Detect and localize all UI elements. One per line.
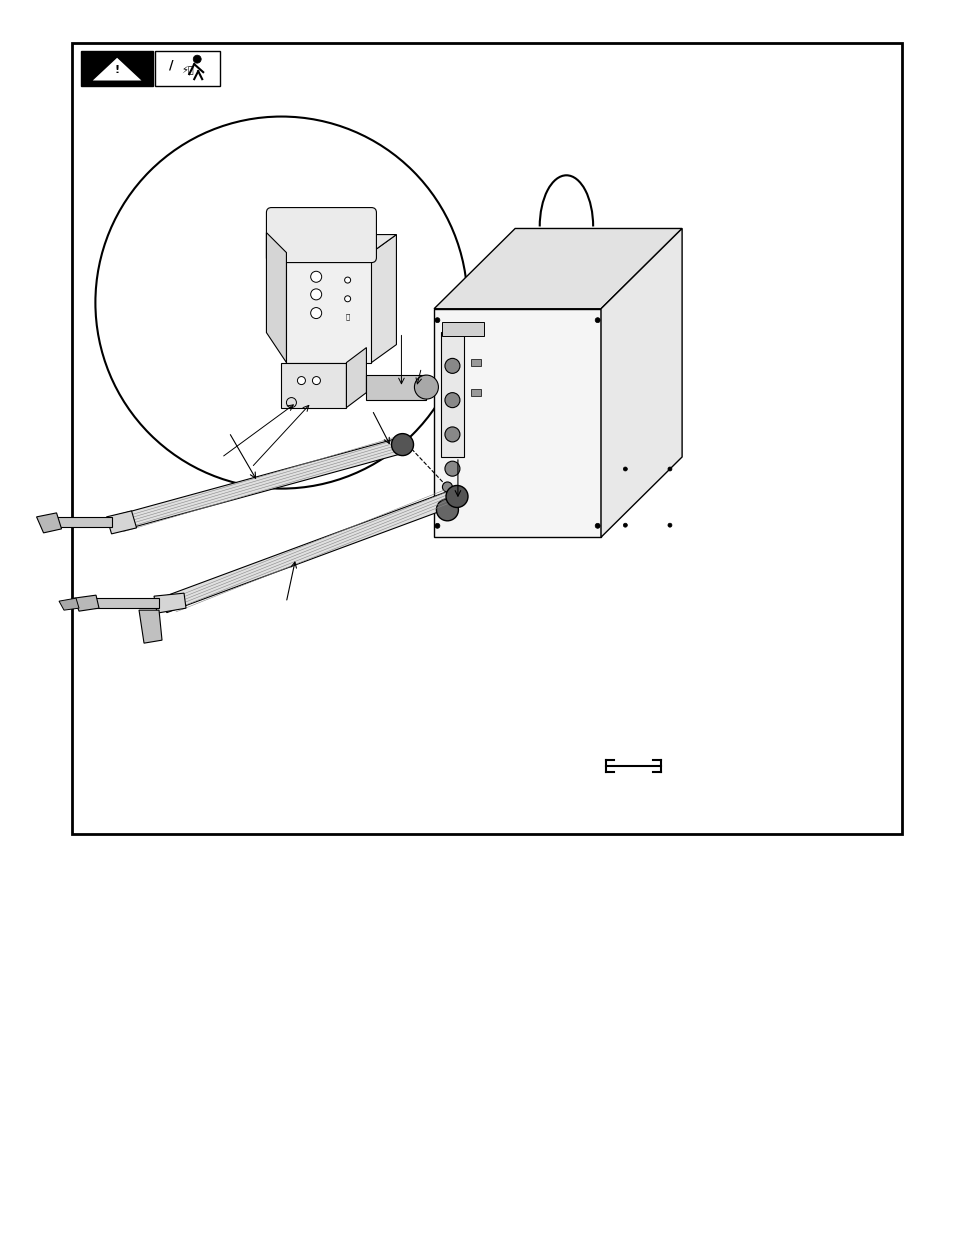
Circle shape: [435, 317, 439, 322]
Polygon shape: [94, 598, 159, 608]
Polygon shape: [90, 57, 144, 82]
Text: !: !: [114, 65, 119, 75]
Text: 🔑: 🔑: [345, 312, 350, 320]
Polygon shape: [266, 232, 286, 363]
Bar: [440, 332, 463, 457]
Circle shape: [286, 398, 296, 408]
Bar: [81, 52, 152, 86]
Polygon shape: [346, 347, 366, 408]
Polygon shape: [286, 235, 396, 253]
Bar: [434, 309, 600, 537]
Circle shape: [311, 289, 321, 300]
Polygon shape: [59, 598, 79, 610]
FancyBboxPatch shape: [266, 207, 376, 263]
Circle shape: [595, 524, 599, 529]
Polygon shape: [110, 437, 406, 532]
Circle shape: [442, 482, 452, 492]
Bar: [155, 52, 219, 86]
Circle shape: [193, 56, 201, 63]
Polygon shape: [51, 517, 112, 527]
Circle shape: [595, 317, 599, 322]
Text: /: /: [169, 59, 173, 72]
Polygon shape: [153, 593, 186, 613]
Circle shape: [435, 524, 439, 529]
Bar: [470, 389, 480, 395]
Circle shape: [344, 295, 351, 301]
Circle shape: [297, 377, 305, 384]
Circle shape: [344, 277, 351, 283]
Bar: [71, 43, 901, 834]
Circle shape: [312, 377, 320, 384]
Polygon shape: [161, 489, 459, 613]
Polygon shape: [371, 235, 396, 363]
Circle shape: [667, 467, 671, 471]
Circle shape: [446, 485, 468, 508]
Polygon shape: [434, 228, 681, 309]
Polygon shape: [74, 595, 99, 611]
Bar: [470, 359, 480, 366]
Polygon shape: [36, 513, 62, 532]
Bar: [366, 374, 426, 400]
Circle shape: [311, 308, 321, 319]
Circle shape: [622, 524, 627, 527]
Circle shape: [391, 433, 413, 456]
Circle shape: [622, 467, 627, 471]
Circle shape: [95, 116, 467, 489]
Circle shape: [444, 358, 459, 373]
Bar: [281, 363, 346, 408]
Circle shape: [311, 272, 321, 283]
Polygon shape: [600, 228, 681, 537]
Bar: [442, 322, 483, 336]
Circle shape: [444, 427, 459, 442]
Text: ⚡🧍: ⚡🧍: [181, 64, 193, 74]
Circle shape: [436, 499, 458, 521]
Bar: [286, 253, 371, 363]
Circle shape: [667, 524, 671, 527]
Circle shape: [444, 393, 459, 408]
Circle shape: [444, 461, 459, 477]
Polygon shape: [107, 511, 136, 534]
Polygon shape: [139, 610, 162, 643]
Circle shape: [414, 375, 438, 399]
